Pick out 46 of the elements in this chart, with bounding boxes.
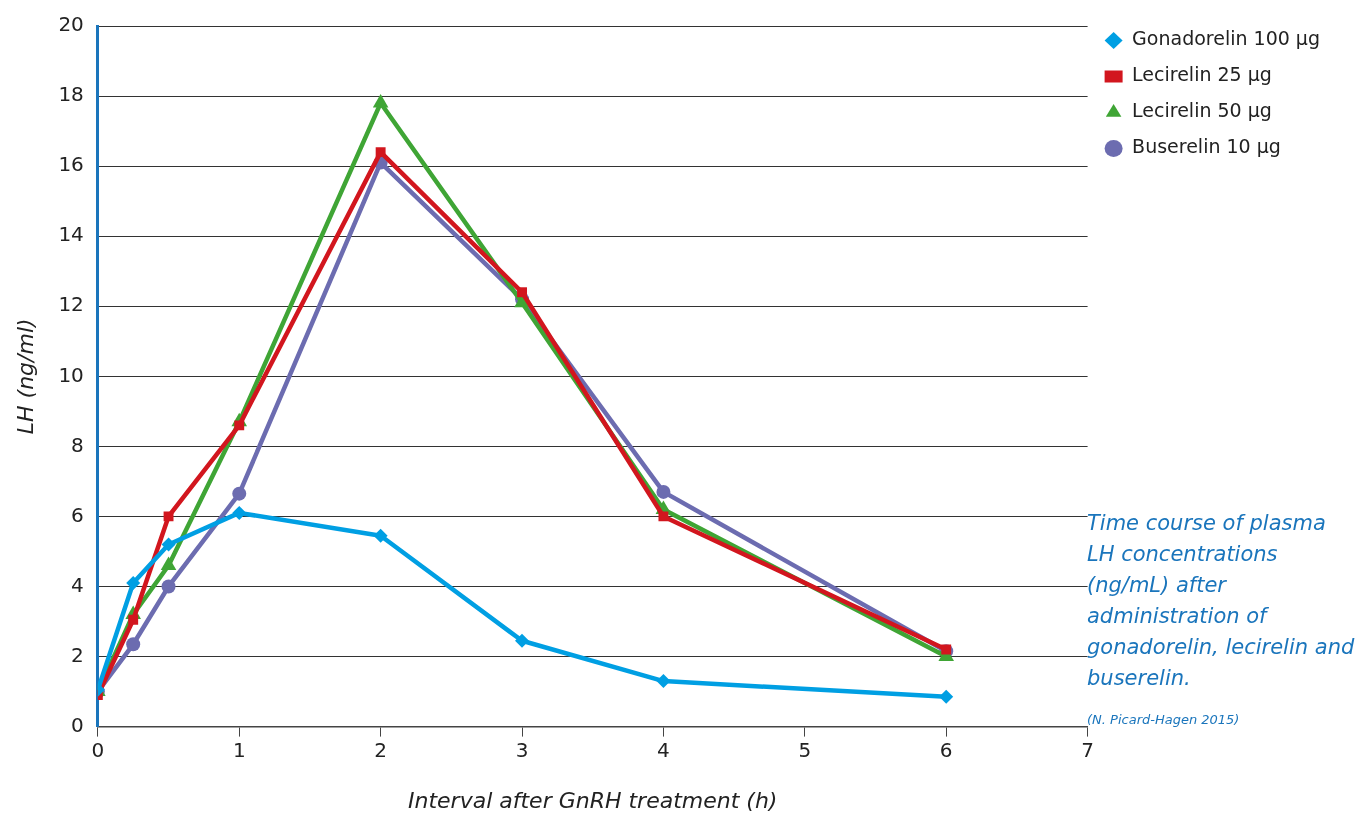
point: [515, 633, 530, 648]
x-axis-title: Interval after GnRH treatment (h): [408, 787, 778, 813]
point: [375, 147, 386, 158]
point: [658, 511, 669, 522]
point: [126, 575, 141, 590]
x-tick-label: 4: [657, 737, 670, 762]
y-tick-label: 4: [71, 572, 84, 597]
point: [161, 579, 176, 594]
x-tick-label: 5: [798, 737, 812, 762]
x-tick-label: 7: [1081, 737, 1094, 762]
point: [941, 644, 952, 655]
y-tick-label: 16: [58, 152, 84, 177]
point: [517, 287, 527, 298]
point: [232, 505, 247, 520]
annotation: (N. Picard-Hagen 2015): [1087, 712, 1241, 727]
x-tick-label: 3: [515, 737, 529, 762]
x-tick-label: 0: [91, 737, 105, 762]
y-tick-label: 14: [58, 222, 84, 247]
legend-label: Lecirelin 50 µg: [1132, 99, 1272, 122]
y-tick-label: 0: [71, 712, 84, 737]
y-axis-title: LH (ng/ml): [12, 318, 38, 435]
y-tick-label: 18: [58, 82, 84, 107]
point: [128, 614, 139, 625]
y-tick-label: 2: [71, 642, 84, 667]
annotation: Time course of plasma LH concentrations (ng/mL) after administration of gonadorelin, lecirelin and buserelin.: [1087, 510, 1356, 692]
y-tick-label: 10: [58, 362, 84, 387]
point: [373, 528, 388, 543]
legend-label: Gonadorelin 100 µg: [1132, 27, 1321, 50]
point: [163, 511, 174, 522]
legend-label: Buserelin 10 µg: [1132, 135, 1281, 158]
point: [232, 486, 247, 501]
y-tick-label: 20: [58, 12, 84, 37]
legend-label: Lecirelin 25 µg: [1132, 63, 1272, 86]
point: [234, 420, 245, 431]
point: [372, 94, 389, 108]
x-tick-label: 1: [232, 737, 246, 762]
y-tick-label: 12: [58, 292, 84, 317]
point: [161, 537, 176, 552]
x-tick-label: 6: [939, 737, 953, 762]
point: [126, 637, 141, 652]
x-tick-label: 2: [374, 737, 387, 762]
point: [656, 674, 671, 689]
y-tick-label: 8: [71, 432, 84, 457]
point: [656, 484, 671, 499]
point: [939, 689, 954, 704]
y-tick-label: 6: [71, 502, 84, 527]
